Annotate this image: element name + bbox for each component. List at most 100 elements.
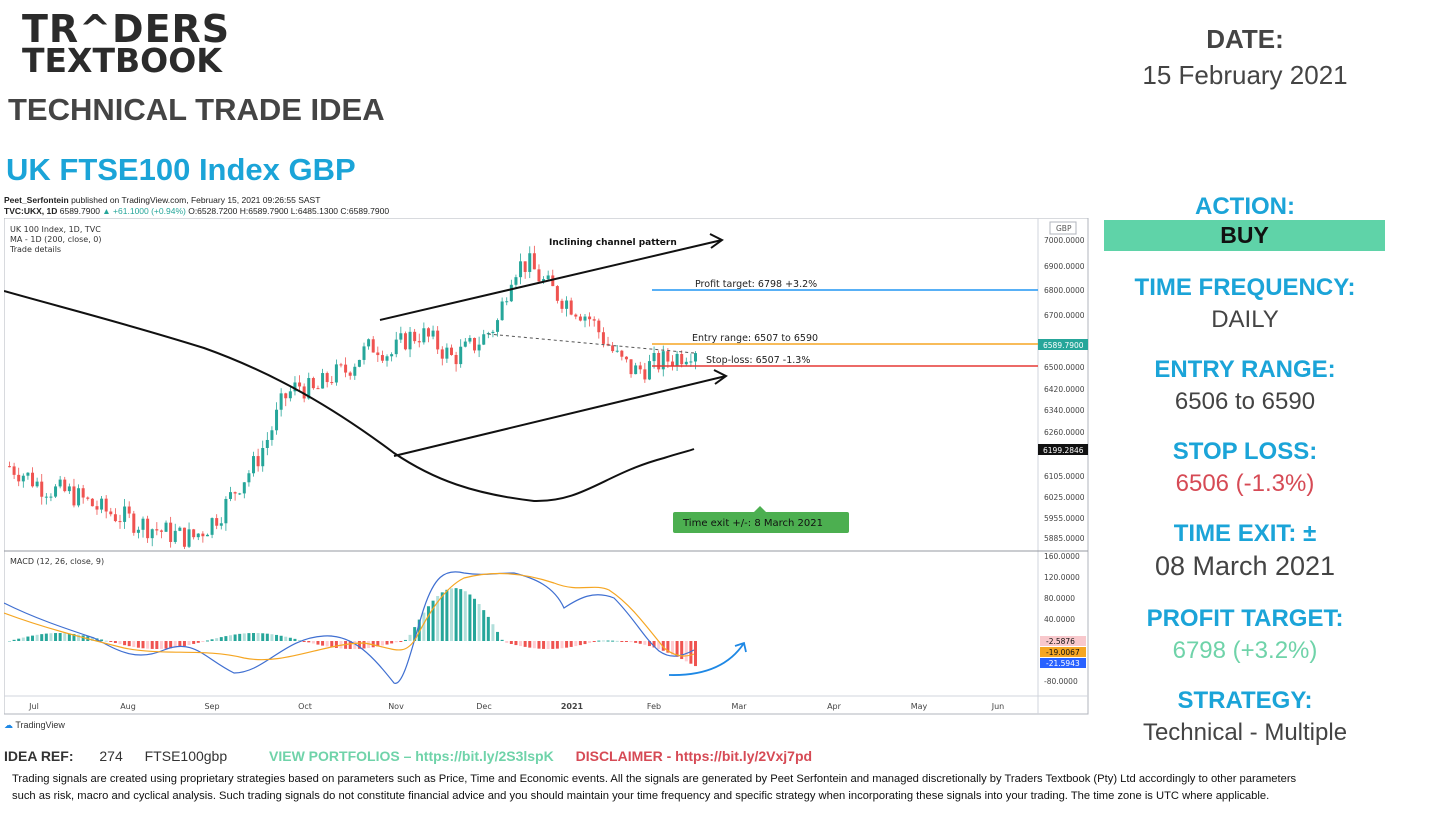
macd-histogram-bar	[31, 635, 35, 641]
candle-body	[647, 361, 651, 380]
macd-histogram-bar	[611, 640, 615, 642]
macd-histogram-bar	[192, 641, 196, 644]
candle-body	[155, 529, 159, 531]
macd-histogram-bar	[242, 633, 246, 641]
macd-histogram-bar	[348, 641, 352, 649]
candle-body	[528, 253, 532, 272]
candle-body	[127, 506, 131, 514]
candle-body	[219, 523, 223, 526]
macd-histogram-bar	[560, 641, 564, 649]
macd-histogram-bar	[413, 627, 417, 641]
macd-histogram-bar	[40, 634, 44, 641]
macd-histogram-bar	[21, 637, 25, 641]
macd-histogram-bar	[159, 641, 163, 649]
macd-axis: 160.0000 120.0000 80.0000 40.0000 -80.0000	[1044, 552, 1080, 686]
macd-histogram-bar	[35, 634, 39, 641]
candle-body	[26, 472, 30, 476]
time-tick-label: Aug	[120, 702, 136, 711]
macd-histogram-bar	[403, 639, 407, 641]
candle-body	[394, 339, 398, 355]
macd-histogram-bar	[463, 591, 467, 641]
macd-histogram-bar	[233, 634, 237, 641]
macd-histogram-bar	[311, 641, 315, 644]
candle-body	[104, 498, 108, 512]
time-tick-label: Sep	[204, 702, 219, 711]
macd-histogram-bar	[390, 641, 394, 644]
macd-histogram-bar	[164, 641, 168, 649]
candle-body	[224, 498, 228, 524]
portfolios-link[interactable]: VIEW PORTFOLIOS – https://bit.ly/2S3lspK	[269, 748, 554, 764]
macd-histogram-bar	[44, 633, 48, 641]
legend-line2: MA - 1D (200, close, 0)	[10, 235, 102, 244]
candle-body	[238, 493, 242, 495]
time-tick-label: Jun	[991, 702, 1005, 711]
macd-histogram-bar	[100, 639, 104, 641]
macd-histogram-bar	[150, 641, 154, 649]
macd-histogram-bar	[505, 641, 509, 643]
candle-body	[583, 316, 587, 321]
macd-histogram-bar	[371, 641, 375, 648]
idea-ref-label: IDEA REF:	[4, 748, 74, 764]
candle-body	[380, 355, 384, 361]
macd-histogram-bar	[601, 640, 605, 642]
disclaimer-link[interactable]: DISCLAIMER - https://bit.ly/2Vxj7pd	[575, 748, 813, 764]
candle-body	[620, 350, 624, 357]
time-axis: Jul Aug Sep Oct Nov Dec 2021 Feb Mar Apr May Jun	[28, 702, 1004, 711]
candle-body	[477, 344, 481, 351]
macd-histogram-bar	[49, 633, 53, 641]
macd-tick-label: -80.0000	[1044, 677, 1078, 686]
ohlc: O:6528.7200 H:6589.7900 L:6485.1300 C:65…	[185, 206, 390, 216]
macd-histogram-bar	[615, 640, 619, 642]
candle-body	[150, 529, 154, 539]
macd-histogram-bar	[417, 619, 421, 641]
candle-body	[90, 498, 94, 507]
price-tick-label: 5955.0000	[1044, 514, 1085, 523]
idea-ref-code: FTSE100gbp	[144, 748, 228, 764]
macd-histogram-bar	[136, 641, 140, 648]
page-heading: TECHNICAL TRADE IDEA	[8, 92, 385, 127]
time-tick-label: Apr	[827, 702, 842, 711]
macd-histogram-bar	[647, 641, 651, 647]
macd-histogram-bar	[90, 637, 94, 641]
candle-body	[100, 498, 104, 510]
tradingview-logo[interactable]: ☁ TradingView	[4, 720, 65, 730]
tradingview-label: TradingView	[15, 720, 65, 730]
macd-histogram-bar	[431, 600, 435, 641]
macd-histogram-bar	[684, 641, 688, 662]
date-label: DATE:	[1206, 24, 1284, 54]
candle-body	[532, 253, 536, 270]
macd-histogram-bar	[634, 641, 638, 643]
time-frequency-label: TIME FREQUENCY:	[1134, 274, 1356, 301]
macd-histogram-bar	[109, 641, 113, 642]
macd-histogram-bar	[81, 635, 85, 641]
price-tick-label: 6800.0000	[1044, 286, 1085, 295]
candle-body	[638, 365, 642, 370]
stop-loss-value: 6506 (-1.3%)	[1175, 470, 1315, 497]
channel-lower-arrowhead	[713, 369, 728, 385]
candle-body	[431, 330, 435, 337]
macd-histogram-bar	[574, 641, 578, 647]
macd-histogram-bar	[307, 641, 311, 643]
candle-body	[330, 382, 334, 384]
macd-histogram-bar	[675, 641, 679, 657]
macd-histogram-bar	[288, 637, 292, 641]
candle-body	[597, 320, 601, 333]
candle-body	[505, 301, 509, 303]
macd-histogram-bar	[670, 641, 674, 655]
candle-body	[118, 521, 122, 523]
candle-body	[169, 522, 173, 542]
macd-histogram-bar	[537, 641, 541, 649]
candle-body	[21, 475, 25, 482]
macd-histogram-bar	[265, 633, 269, 641]
macd-signal-value: -19.0067	[1046, 648, 1080, 657]
macd-histogram-bar	[496, 631, 500, 641]
price-tick-label: 6420.0000	[1044, 385, 1085, 394]
instrument-title: UK FTSE100 Index GBP	[6, 152, 356, 187]
macd-histogram-bar	[408, 634, 412, 641]
candle-body	[426, 328, 430, 337]
macd-histogram-bar	[459, 589, 463, 641]
logo-line1: TR^DERS	[22, 7, 231, 51]
macd-histogram-bar	[454, 588, 458, 641]
macd-histogram-bar	[224, 636, 228, 641]
macd-histogram-bar	[440, 592, 444, 641]
